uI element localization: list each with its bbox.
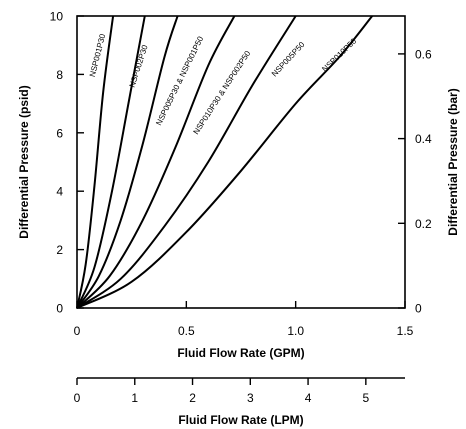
series-line-5 (76, 15, 297, 309)
curve-labels-layer: NSP001P30 NSP002P30 NSP005P30 & NSP001P50N… (88, 32, 359, 136)
lpm-tick-label: 3 (247, 391, 254, 405)
y-tick-label: 0 (56, 302, 63, 316)
y2-tick-label: 0 (415, 302, 422, 316)
series-label-3: NSP005P30 & NSP001P50 (154, 34, 205, 126)
lpm-tick-label: 0 (74, 391, 81, 405)
y-tick-label: 8 (56, 68, 63, 82)
x-axis-ticks: 0 0.5 1.0 1.5 (74, 301, 414, 338)
series-label-5: NSP005P50 (270, 40, 307, 79)
lpm-tick-label: 5 (362, 391, 369, 405)
y-tick-label: 4 (56, 185, 63, 199)
x-tick-label: 0 (74, 324, 81, 338)
x-tick-label: 1.5 (397, 324, 414, 338)
y2-tick-label: 0.2 (415, 217, 432, 231)
lpm-axis-ticks: 0 1 2 3 4 5 (74, 378, 369, 405)
curves-layer (76, 15, 373, 309)
series-line-4 (76, 15, 236, 309)
series-label-2: NSP002P30 (128, 43, 150, 88)
x-axis-title: Fluid Flow Rate (GPM) (177, 346, 304, 360)
y2-tick-label: 0.6 (415, 47, 432, 61)
plot-frame (76, 15, 406, 309)
y-axis-ticks: 0 2 4 6 8 10 (50, 10, 84, 316)
y-tick-label: 6 (56, 126, 63, 140)
lpm-tick-label: 2 (189, 391, 196, 405)
x-tick-label: 1.0 (287, 324, 304, 338)
series-label-1: NSP001P30 (88, 32, 108, 77)
y2-axis-title: Differential Pressure (bar) (446, 88, 460, 235)
series-line-6 (76, 15, 373, 309)
y-axis-title: Differential Pressure (psid) (17, 85, 31, 238)
lpm-tick-label: 4 (305, 391, 312, 405)
series-line-3 (76, 15, 179, 309)
lpm-tick-label: 1 (131, 391, 138, 405)
y-tick-label: 10 (50, 10, 64, 24)
x-tick-label: 0.5 (178, 324, 195, 338)
series-line-1 (76, 15, 115, 309)
lpm-axis-title: Fluid Flow Rate (LPM) (178, 413, 303, 427)
series-label-4: NSP010P30 & NSP002P50 (191, 49, 252, 136)
y-tick-label: 2 (56, 243, 63, 257)
y2-tick-label: 0.4 (415, 132, 432, 146)
y2-axis-ticks: 0 0.2 0.4 0.6 (398, 47, 432, 316)
series-label-6: NSP010P50 (320, 36, 358, 73)
series-line-2 (76, 15, 146, 309)
